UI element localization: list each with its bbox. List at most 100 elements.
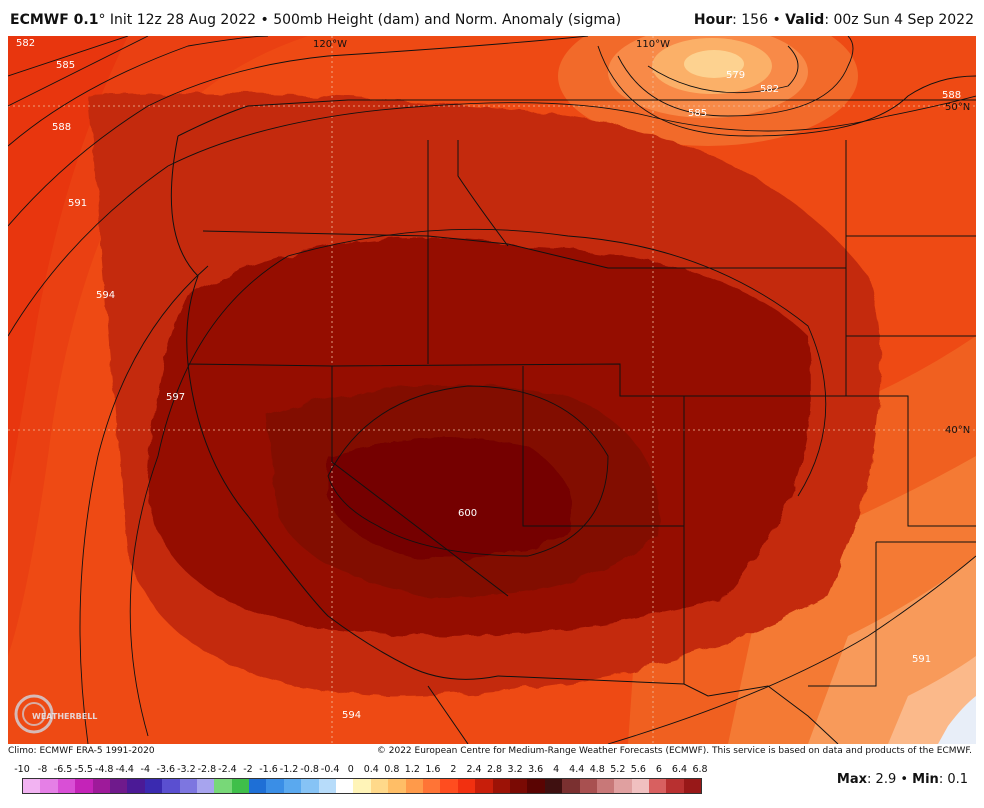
colorbar-tick-label: -8 bbox=[37, 764, 48, 775]
colorbar-swatch bbox=[544, 779, 563, 793]
init-time: Init 12z 28 Aug 2022 bbox=[105, 12, 257, 28]
max-value: : 2.9 bbox=[867, 772, 897, 787]
colorbar-tick-label: -6.5 bbox=[53, 764, 73, 775]
colorbar-swatch bbox=[57, 779, 76, 793]
colorbar-tick-label: 1.2 bbox=[404, 764, 420, 775]
colorbar-tick-label: 5.2 bbox=[610, 764, 626, 775]
anomaly-lobe-north4 bbox=[684, 50, 744, 78]
colorbar-swatch bbox=[683, 779, 702, 793]
colorbar-swatch bbox=[266, 779, 284, 793]
colorbar-tick-label: -4 bbox=[140, 764, 151, 775]
colorbar: -10 -8 -6.5 -5.5 -4.8 -4.4 -4 -3.6 -3.2 -2.8 -2.4-… bbox=[0, 762, 984, 808]
graticule-label-group: 120°W 110°W 50°N 40°N bbox=[313, 39, 970, 436]
weatherbell-logo: WEATHERBELL bbox=[14, 694, 97, 734]
colorbar-tick-label: 4.8 bbox=[589, 764, 605, 775]
colorbar-tick-label: 0 bbox=[347, 764, 354, 775]
contour-label: 588 bbox=[942, 90, 961, 101]
colorbar-swatch bbox=[301, 779, 319, 793]
colorbar-swatch bbox=[475, 779, 493, 793]
colorbar-tick-label: -10 bbox=[14, 764, 30, 775]
colorbar-swatch bbox=[336, 779, 354, 793]
colorbar-swatch bbox=[422, 779, 441, 793]
title-bar: ECMWF 0.1° Init 12z 28 Aug 2022 • 500mb … bbox=[0, 0, 984, 36]
colorbar-tick-label: -5.5 bbox=[74, 764, 93, 775]
colorbar-tick-label: 6.8 bbox=[692, 764, 708, 775]
colorbar-swatch bbox=[162, 779, 180, 793]
graticule bbox=[8, 36, 976, 744]
colorbar-tick-label: -2.8 bbox=[197, 764, 217, 775]
colorbar-swatch bbox=[562, 779, 580, 793]
colorbar-swatch bbox=[457, 779, 476, 793]
colorbar-tick-label: 6.4 bbox=[671, 764, 688, 775]
min-value: : 0.1 bbox=[938, 772, 968, 787]
colorbar-tick-label: 2.4 bbox=[466, 764, 482, 775]
colorbar-labels: -10 -8 -6.5 -5.5 -4.8 -4.4 -4 -3.6 -3.2 -2.8 -2.4-… bbox=[0, 764, 984, 776]
anomaly-core-ring4 bbox=[328, 438, 573, 559]
political-borders bbox=[170, 99, 976, 744]
colorbar-swatch bbox=[405, 779, 423, 793]
colorbar-tick-label: 0.4 bbox=[363, 764, 379, 775]
credits-row: Climo: ECMWF ERA-5 1991-2020 © 2022 Euro… bbox=[0, 746, 984, 760]
latitude-label: 40°N bbox=[945, 425, 970, 436]
contour-label-group: 582 585 588 591 594 597 600 594 591 579 … bbox=[16, 38, 961, 721]
colorbar-tick-label: -0.4 bbox=[320, 764, 340, 775]
separator: • bbox=[896, 772, 913, 787]
colorbar-tick-label: -2.4 bbox=[218, 764, 237, 775]
colorbar-swatch bbox=[214, 779, 232, 793]
anomaly-core bbox=[88, 93, 882, 696]
weather-map[interactable]: 582 585 588 591 594 597 600 594 591 579 … bbox=[8, 36, 976, 744]
max-label: Max bbox=[836, 772, 868, 787]
colorbar-swatch bbox=[527, 779, 545, 793]
colorbar-tick-label: -3.6 bbox=[156, 764, 176, 775]
colorbar-tick-label: 5.6 bbox=[630, 764, 646, 775]
colorbar-tick-label: 2 bbox=[450, 764, 457, 775]
contour-label: 594 bbox=[342, 710, 361, 721]
colorbar-tick-label: -1.6 bbox=[259, 764, 278, 775]
valid-label: Valid bbox=[785, 12, 825, 28]
longitude-label: 120°W bbox=[313, 39, 347, 50]
colorbar-swatch bbox=[579, 779, 597, 793]
climo-note: Climo: ECMWF ERA-5 1991-2020 bbox=[8, 746, 155, 756]
anomaly-band-se5 bbox=[938, 696, 976, 744]
colorbar-swatch bbox=[196, 779, 215, 793]
colorbar-swatch bbox=[75, 779, 93, 793]
colorbar-swatch bbox=[23, 779, 41, 793]
colorbar-swatch bbox=[614, 779, 632, 793]
contour-label: 600 bbox=[458, 508, 477, 519]
copyright-note: © 2022 European Centre for Medium-Range … bbox=[376, 746, 972, 756]
separator: • bbox=[768, 12, 786, 28]
colorbar-swatch bbox=[649, 779, 667, 793]
colorbar-tick-label: -0.8 bbox=[300, 764, 319, 775]
colorbar-tick-label: -3.2 bbox=[177, 764, 196, 775]
colorbar-swatch bbox=[492, 779, 510, 793]
max-min-readout: Max: 2.9 • Min: 0.1 bbox=[837, 772, 968, 787]
hour-label: Hour bbox=[693, 12, 733, 28]
colorbar-tick-label: 1.6 bbox=[425, 764, 441, 775]
contour-label: 579 bbox=[726, 70, 745, 81]
colorbar-swatch bbox=[283, 779, 302, 793]
min-label: Min bbox=[912, 772, 939, 787]
contour-label: 585 bbox=[688, 108, 707, 119]
colorbar-tick-label: 2.8 bbox=[486, 764, 503, 775]
contour-label: 591 bbox=[68, 198, 87, 209]
colorbar-tick-label: -1.2 bbox=[279, 764, 299, 775]
colorbar-swatch bbox=[509, 779, 528, 793]
contour-label: 594 bbox=[96, 290, 115, 301]
contour-label: 582 bbox=[760, 84, 779, 95]
colorbar-tick-label: 3.6 bbox=[528, 764, 544, 775]
valid-value: : 00z Sun 4 Sep 2022 bbox=[824, 12, 974, 28]
longitude-label: 110°W bbox=[636, 39, 670, 50]
colorbar-swatch bbox=[440, 779, 458, 793]
colorbar-swatch bbox=[127, 779, 145, 793]
map-title: ECMWF 0.1° Init 12z 28 Aug 2022 • 500mb … bbox=[10, 12, 621, 28]
colorbar-tick-label: 4 bbox=[553, 764, 560, 775]
colorbar-tick-label: -4.8 bbox=[94, 764, 114, 775]
colorbar-swatch bbox=[370, 779, 389, 793]
degree-mark: ° bbox=[98, 12, 106, 28]
colorbar-swatch bbox=[179, 779, 197, 793]
colorbar-tick-label: 0.8 bbox=[384, 764, 400, 775]
contour-label: 582 bbox=[16, 38, 35, 49]
colorbar-strip bbox=[22, 778, 702, 794]
colorbar-swatch bbox=[388, 779, 406, 793]
colorbar-swatch bbox=[144, 779, 163, 793]
